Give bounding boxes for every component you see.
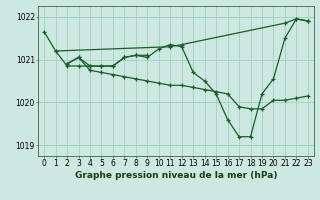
X-axis label: Graphe pression niveau de la mer (hPa): Graphe pression niveau de la mer (hPa) — [75, 171, 277, 180]
